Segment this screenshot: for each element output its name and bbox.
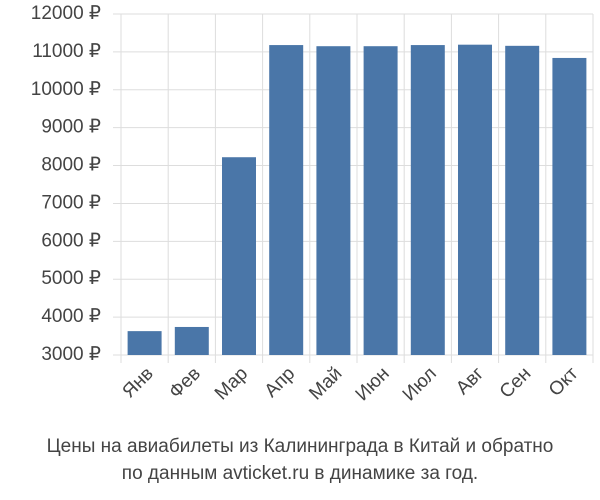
y-tick-label: 4000 ₽ [41,306,101,327]
bar [363,46,398,355]
x-tick-label: Авг [452,363,488,399]
y-tick-label: 8000 ₽ [41,155,101,176]
x-tick-label: Янв [119,363,158,402]
x-tick-label: Мар [211,363,252,404]
bar [410,45,445,356]
y-tick-label: 11000 ₽ [32,41,101,62]
x-tick-label: Сен [496,363,535,402]
chart-title: Цены на авиабилеты из Калининграда в Кит… [47,436,554,457]
bar [505,45,540,356]
y-tick-label: 5000 ₽ [41,268,101,289]
x-tick-label: Май [305,363,346,404]
y-tick-label: 3000 ₽ [41,344,101,365]
x-tick-label: Окт [545,363,583,401]
x-tick-label: Июл [399,363,441,405]
bar [222,157,256,355]
y-tick-label: 6000 ₽ [41,230,101,251]
y-tick-label: 10000 ₽ [31,79,101,100]
y-tick-label: 7000 ₽ [41,192,101,213]
bar [458,44,492,355]
chart-subtitle: по данным avticket.ru в динамике за год. [122,463,478,484]
y-tick-label: 9000 ₽ [41,117,101,138]
bar [269,45,304,356]
x-tick-label: Апр [261,363,300,402]
bar [174,326,209,355]
bar [316,46,351,355]
x-tick-label: Июн [352,363,394,405]
y-tick-label: 12000 ₽ [31,3,101,24]
bar [127,331,162,355]
x-tick-label: Фев [165,363,205,403]
bar [552,57,587,355]
